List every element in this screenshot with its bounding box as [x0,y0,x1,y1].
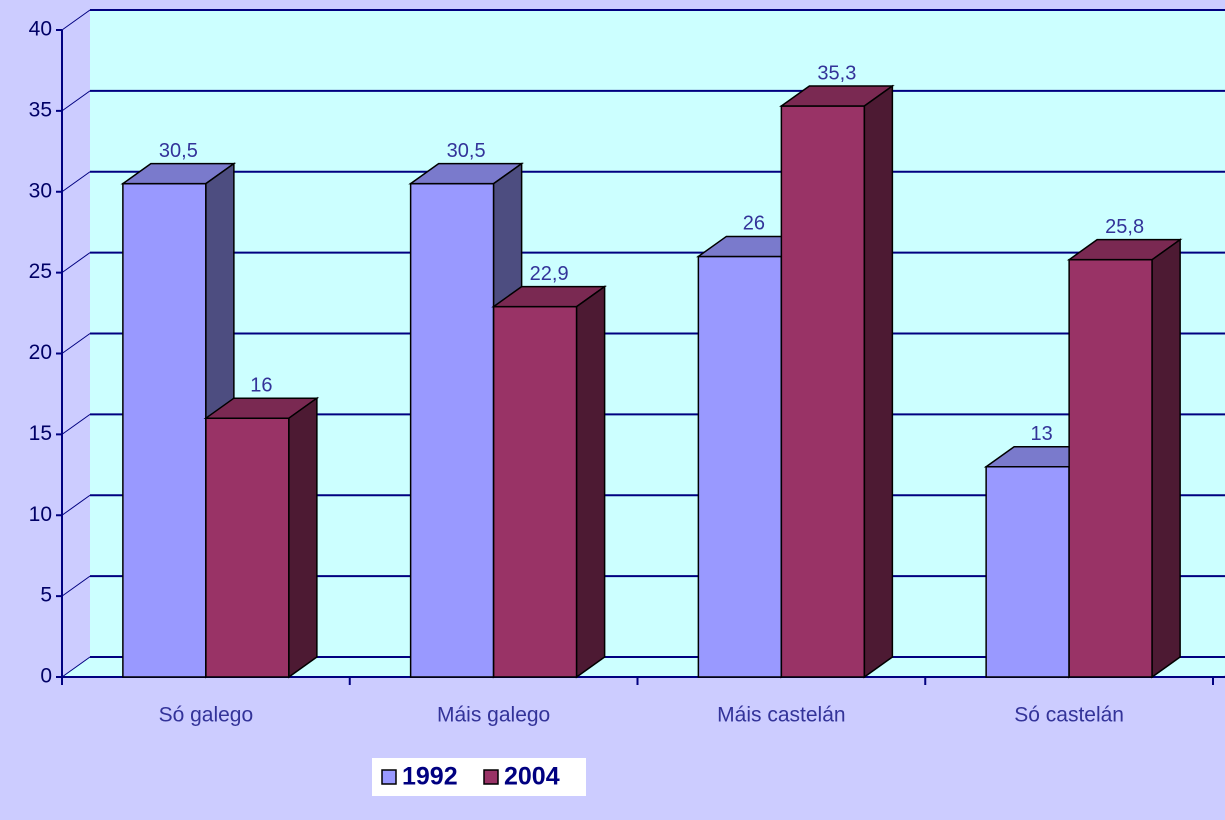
y-tick-label: 25 [29,260,52,283]
grid-line-side [61,90,91,112]
grid-line-side [61,494,91,516]
y-tick-label: 20 [29,341,52,364]
bar-front [409,182,495,678]
value-label: 30,5 [447,140,486,162]
bar-side [1151,238,1181,679]
bar-front [122,182,207,678]
legend-label: 2004 [504,763,560,791]
x-tick-label: Máis galego [437,704,550,727]
grid-line-side [61,656,91,678]
legend-swatch [381,769,397,785]
plot-wall [62,10,1225,677]
value-label: 25,8 [1105,216,1144,238]
bar-side [575,285,606,679]
grid-line-side [61,575,91,597]
legend-label: 1992 [402,763,458,791]
bar-front [697,255,783,678]
x-tick-label: Só castelán [1014,704,1124,727]
value-label: 26 [743,213,765,235]
bar-front [492,305,578,678]
y-tick-label: 0 [40,665,52,688]
value-label: 22,9 [530,263,569,285]
grid-line-side [61,252,91,274]
y-tick-label: 35 [29,98,52,121]
x-tick-label: Máis castelán [717,704,845,727]
grid-line-side [61,333,91,354]
x-tick-label: Só galego [159,704,254,727]
value-label: 30,5 [159,140,198,162]
bar-side [288,396,318,679]
bar-front [1068,258,1153,678]
y-tick-label: 30 [29,179,52,202]
value-label: 16 [250,374,272,396]
legend-swatch [483,769,499,785]
y-tick-label: 10 [29,503,52,526]
grid-line-side [61,171,91,193]
y-tick-label: 15 [29,422,52,445]
bar-front [205,417,290,678]
value-label: 13 [1031,423,1053,445]
grid-line-side [61,413,91,435]
y-tick-label: 5 [40,584,52,607]
y-tick-label: 40 [29,18,52,41]
bar-front [985,465,1070,678]
value-label: 35,3 [817,62,856,84]
legend-box [372,758,586,796]
grid-line-side [61,9,91,31]
bar-front [780,105,866,678]
bar-side [863,84,894,679]
